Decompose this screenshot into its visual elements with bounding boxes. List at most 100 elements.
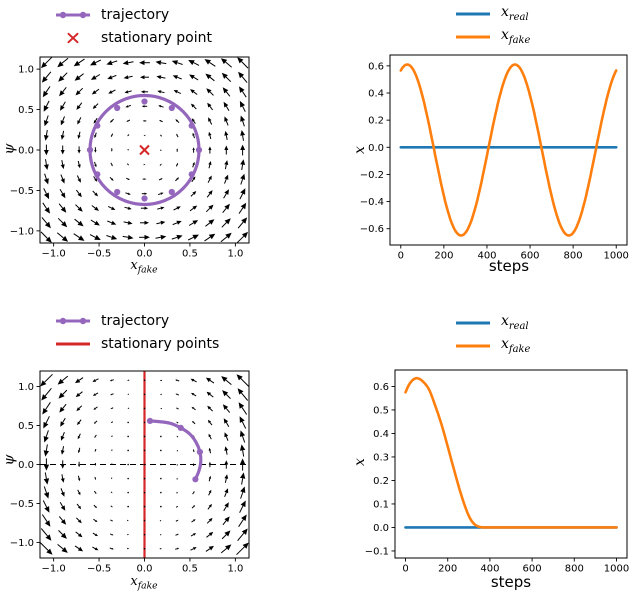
x-tick-label: −0.5 [87,564,111,575]
vector-arrow [158,192,164,196]
vector-arrow [109,533,114,536]
vector-arrow [175,393,180,396]
vector-arrow [43,173,49,185]
legend-label: stationary points [101,335,220,352]
vector-arrow [127,149,129,151]
vector-arrow [175,119,180,124]
y-tick-label: −0.5 [10,499,34,510]
vector-arrow [58,389,68,399]
vector-arrow [171,60,183,66]
trajectory-marker [188,122,195,129]
vector-arrow [74,545,84,552]
vector-arrow [43,416,50,429]
x-fake-line-swatch [456,344,490,347]
vector-arrow [110,133,114,138]
vector-arrow [191,406,196,411]
x-tick-label: 600 [520,251,539,262]
vector-arrow [91,205,99,211]
vector-arrow [222,516,230,526]
vector-arrow [92,190,99,197]
vector-arrow [111,449,113,452]
y-tick-label: −1.0 [10,538,34,549]
vector-arrow [175,407,179,410]
vector-arrow [60,160,65,170]
vector-arrow [220,544,232,554]
y-axis-label: ψ [1,143,18,155]
vector-arrow [189,74,199,81]
vector-arrow [176,148,178,152]
legend-item-stationary-point: stationary point [54,26,212,49]
vector-arrow [236,542,249,556]
series-line-x-fake [404,376,618,529]
vector-arrow [76,405,83,412]
trajectory [146,417,203,483]
quiver-vector-field [40,56,249,244]
vector-arrow [43,486,50,499]
vector-arrow [159,520,162,522]
vector-arrow [190,103,197,110]
vector-arrow [224,174,229,184]
y-tick-label: 1.0 [18,65,34,76]
vector-arrow [190,89,198,95]
vector-arrow [190,191,197,197]
vector-arrow [90,59,102,66]
axis-ticks [36,68,236,247]
vector-arrow [224,474,229,483]
vector-arrow [206,531,214,538]
trajectory-marker [114,188,121,196]
vector-arrow [238,514,247,527]
vector-arrow [140,75,149,80]
vector-arrow [73,233,85,241]
vector-arrow [192,147,195,153]
tick-labels: 0 200 400 600 800 1000 −0.6 −0.4 −0.2 0.0 0.2 0.4 0.… [360,61,629,261]
vector-dot [143,505,146,508]
vector-dot [160,435,162,438]
vector-arrow [42,86,51,98]
vector-arrow [75,87,84,96]
vector-arrow [77,146,81,154]
vector-arrow [236,231,248,244]
vector-arrow [224,446,229,455]
vector-arrow [93,406,98,410]
y-tick-label: 0.1 [373,499,389,510]
x-tick-label: 1000 [603,251,628,262]
vector-arrow [223,101,230,112]
vector-arrow [77,160,81,169]
tick-labels: −1.0 −0.5 0.0 0.5 1.0 −1.0 −0.5 0.0 0.5 1.0 [10,382,244,574]
tick-labels: −1.0 −0.5 0.0 0.5 1.0 −1.0 −0.5 0.0 0.5 1.0 [10,65,244,260]
vector-arrow [127,379,130,381]
vector-arrow [57,544,68,553]
vector-arrow [127,519,129,522]
trajectory-marker [168,188,175,196]
y-tick-label: 0.2 [373,476,389,487]
x-axis-label-sub: fake [137,580,158,592]
vector-arrow [41,387,52,401]
vector-arrow [158,105,164,108]
vector-arrow [208,489,212,496]
trajectory-path [148,419,203,481]
x-tick-label: 1000 [604,564,629,575]
vector-dot [127,449,129,452]
y-tick-label: −0.1 [365,546,389,557]
vector-arrow [191,519,196,523]
y-tick-label: 0.0 [18,146,34,157]
vector-arrow [94,448,97,452]
vector-arrow [187,234,199,241]
vector-arrow [191,118,196,124]
vector-arrow [206,391,214,398]
vector-arrow [208,131,212,140]
vector-arrow [175,547,180,550]
legend-item-x-real: xreal [454,2,530,25]
vector-arrow [40,373,53,387]
x-tick-label: 200 [438,564,457,575]
vector-arrow [192,463,195,466]
vector-arrow [60,446,65,455]
vector-arrow [142,178,147,180]
y-tick-label: 0.5 [373,406,389,417]
vector-arrow [110,393,114,396]
x-tick-label: 400 [477,251,496,262]
vector-arrow [222,404,231,413]
trajectory-marker [146,417,154,424]
vector-arrow [60,460,65,469]
vector-arrow [240,173,246,185]
